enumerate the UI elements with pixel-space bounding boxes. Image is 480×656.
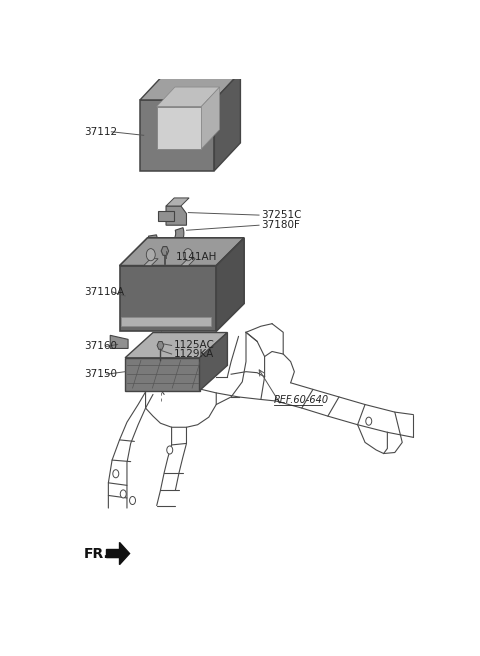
Polygon shape — [120, 266, 216, 331]
Polygon shape — [156, 106, 202, 149]
Polygon shape — [216, 238, 244, 331]
Polygon shape — [158, 211, 174, 220]
Text: FR.: FR. — [84, 546, 110, 560]
Polygon shape — [166, 198, 189, 206]
Polygon shape — [140, 72, 240, 100]
Circle shape — [146, 249, 155, 261]
Polygon shape — [121, 317, 211, 326]
Text: 37150: 37150 — [84, 369, 117, 379]
Polygon shape — [215, 72, 240, 171]
Polygon shape — [107, 543, 130, 565]
Text: 37180F: 37180F — [261, 220, 300, 230]
Polygon shape — [157, 342, 164, 350]
Circle shape — [113, 470, 119, 478]
Polygon shape — [140, 100, 215, 171]
Polygon shape — [110, 335, 128, 348]
Text: 1141AH: 1141AH — [175, 251, 216, 262]
Circle shape — [167, 446, 173, 454]
Text: REF.60-640: REF.60-640 — [274, 396, 329, 405]
Polygon shape — [125, 333, 228, 358]
Polygon shape — [156, 87, 219, 106]
Text: 37112: 37112 — [84, 127, 117, 136]
Polygon shape — [202, 87, 219, 149]
Text: 37110A: 37110A — [84, 287, 124, 297]
Polygon shape — [181, 258, 195, 266]
Polygon shape — [200, 333, 228, 390]
Circle shape — [130, 497, 135, 504]
Circle shape — [366, 417, 372, 425]
Circle shape — [183, 249, 192, 261]
Polygon shape — [148, 228, 184, 251]
Text: 1129KA: 1129KA — [173, 349, 214, 359]
Text: 37160: 37160 — [84, 341, 117, 352]
Polygon shape — [120, 238, 244, 266]
Polygon shape — [161, 247, 168, 255]
Circle shape — [120, 490, 126, 498]
Polygon shape — [166, 206, 186, 225]
Text: 1125AC: 1125AC — [173, 340, 215, 350]
Text: 37251C: 37251C — [261, 210, 301, 220]
Polygon shape — [144, 258, 158, 266]
Polygon shape — [125, 358, 200, 390]
